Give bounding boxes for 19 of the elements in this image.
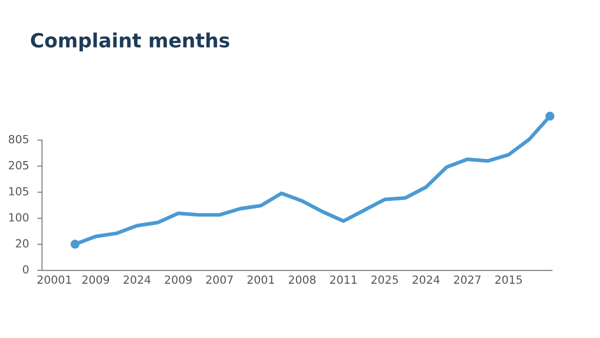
text: 805 — [8, 134, 28, 144]
text: 0 — [22, 265, 29, 274]
x-tick-label: 2024 — [124, 275, 150, 284]
x-tick-label: 2008 — [288, 275, 316, 284]
x-tick-label: 2027 — [454, 275, 481, 284]
text: 20 — [16, 239, 29, 248]
x-tick-label: 2009 — [82, 275, 110, 284]
x-tick-label: 2011 — [330, 275, 357, 284]
chart-title: Complaint menths — [30, 32, 230, 52]
x-tick-label: 2025 — [371, 275, 398, 284]
x-tick-label: 2024 — [412, 275, 440, 284]
text: 205 — [8, 161, 28, 170]
x-tick-label: 20001 — [38, 275, 72, 284]
x-tick-label: 2009 — [164, 275, 192, 284]
x-tick-label: 2015 — [495, 275, 522, 284]
text: 100 — [9, 213, 29, 222]
x-tick-label: 2001 — [248, 275, 274, 284]
text: 105 — [9, 187, 28, 196]
x-tick-label: 2007 — [206, 275, 233, 284]
